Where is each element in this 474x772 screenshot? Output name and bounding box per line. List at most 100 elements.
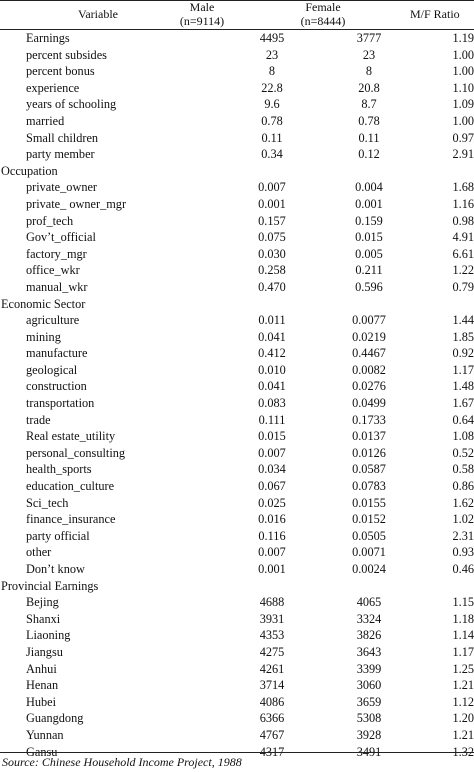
male-value: 4275 bbox=[259, 644, 285, 659]
female-value: 0.4467 bbox=[352, 346, 386, 361]
female-value: 4065 bbox=[356, 595, 382, 610]
table-row: Shanxi 3931 3324 1.18 bbox=[0, 611, 474, 628]
row-label: years of schooling bbox=[26, 97, 117, 112]
male-value: 0.116 bbox=[258, 528, 286, 543]
table-row: Gov’t_official 0.075 0.015 4.91 bbox=[0, 229, 474, 246]
row-label: other bbox=[26, 545, 52, 560]
ratio-value: 1.25 bbox=[452, 661, 474, 676]
ratio-value: 1.44 bbox=[452, 313, 474, 328]
male-value: 3714 bbox=[259, 678, 285, 693]
table-row: personal_consulting 0.007 0.0126 0.52 bbox=[0, 445, 474, 462]
row-label: construction bbox=[26, 379, 87, 394]
row-label: manual_wkr bbox=[26, 279, 88, 294]
row-label: geological bbox=[26, 362, 78, 377]
male-value: 9.6 bbox=[264, 97, 280, 112]
male-value: 0.041 bbox=[258, 329, 286, 344]
female-value: 0.11 bbox=[358, 130, 380, 145]
male-value: 4767 bbox=[259, 727, 285, 742]
row-label: Small children bbox=[26, 130, 99, 145]
ratio-value: 1.32 bbox=[452, 744, 474, 759]
row-label: private_ owner_mgr bbox=[26, 196, 127, 211]
female-value: 0.0152 bbox=[352, 512, 386, 527]
row-label: factory_mgr bbox=[26, 246, 87, 261]
male-value: 0.412 bbox=[258, 346, 286, 361]
header-male-n: (n=9114) bbox=[179, 14, 225, 28]
table-row: percent bonus 8 8 1.00 bbox=[0, 63, 474, 80]
row-label: manufacture bbox=[26, 346, 88, 361]
female-value: 0.159 bbox=[355, 213, 383, 228]
table-row: education_culture 0.067 0.0783 0.86 bbox=[0, 478, 474, 495]
male-value: 6366 bbox=[259, 711, 285, 726]
male-value: 4261 bbox=[259, 661, 285, 676]
table-row: trade 0.111 0.1733 0.64 bbox=[0, 412, 474, 429]
row-label: office_wkr bbox=[26, 263, 80, 278]
female-value: 3659 bbox=[356, 694, 382, 709]
female-value: 0.0077 bbox=[352, 313, 386, 328]
row-label: party official bbox=[26, 528, 90, 543]
male-value: 0.34 bbox=[261, 147, 283, 162]
ratio-value: 2.91 bbox=[452, 147, 474, 162]
table-row: Henan 3714 3060 1.21 bbox=[0, 677, 474, 694]
row-label: Real estate_utility bbox=[26, 429, 116, 444]
female-value: 0.0276 bbox=[352, 379, 386, 394]
female-value: 3491 bbox=[356, 744, 382, 759]
ratio-value: 1.48 bbox=[452, 379, 474, 394]
female-value: 0.0071 bbox=[352, 545, 386, 560]
row-label: Jiangsu bbox=[26, 644, 63, 659]
female-value: 0.1733 bbox=[352, 412, 386, 427]
row-label: personal_consulting bbox=[26, 445, 126, 460]
male-value: 4317 bbox=[259, 744, 285, 759]
ratio-value: 0.46 bbox=[452, 562, 474, 576]
male-value: 0.007 bbox=[258, 445, 286, 460]
table-row: finance_insurance 0.016 0.0152 1.02 bbox=[0, 511, 474, 528]
female-value: 0.0505 bbox=[352, 528, 386, 543]
ratio-value: 1.21 bbox=[452, 727, 474, 742]
row-label: Gansu bbox=[26, 744, 58, 759]
male-value: 0.258 bbox=[258, 263, 286, 278]
table-row: years of schooling 9.6 8.7 1.09 bbox=[0, 96, 474, 113]
table-row: geological 0.010 0.0082 1.17 bbox=[0, 362, 474, 379]
ratio-value: 1.85 bbox=[452, 329, 474, 344]
male-value: 23 bbox=[265, 47, 279, 62]
table-row: Earnings 4495 3777 1.19 bbox=[0, 30, 474, 47]
table-row: Gansu 4317 3491 1.32 bbox=[0, 744, 474, 761]
ratio-value: 0.79 bbox=[452, 279, 474, 294]
female-value: 0.0155 bbox=[352, 495, 386, 510]
male-value: 8 bbox=[268, 64, 276, 79]
ratio-value: 1.15 bbox=[452, 595, 474, 610]
header-male-label: Male bbox=[189, 0, 215, 14]
section-heading: Occupation bbox=[1, 163, 58, 178]
ratio-value: 1.09 bbox=[452, 97, 474, 112]
header-rule bbox=[0, 29, 474, 30]
female-value: 0.004 bbox=[355, 180, 383, 195]
section-row: Economic Sector bbox=[0, 296, 474, 313]
male-value: 0.025 bbox=[258, 495, 286, 510]
top-rule bbox=[0, 0, 474, 1]
table-row: Hubei 4086 3659 1.12 bbox=[0, 694, 474, 711]
female-value: 8.7 bbox=[361, 97, 377, 112]
row-label: Sci_tech bbox=[26, 495, 69, 510]
row-label: Guangdong bbox=[26, 711, 84, 726]
female-value: 20.8 bbox=[358, 80, 380, 95]
row-label: Yunnan bbox=[26, 727, 64, 742]
male-value: 0.083 bbox=[258, 396, 286, 411]
female-value: 3643 bbox=[356, 644, 382, 659]
header-variable: Variable bbox=[78, 7, 118, 21]
row-label: party member bbox=[26, 147, 95, 162]
male-value: 0.470 bbox=[258, 279, 286, 294]
male-value: 0.157 bbox=[258, 213, 286, 228]
section-heading: Provincial Earnings bbox=[1, 578, 99, 593]
male-value: 4086 bbox=[259, 694, 285, 709]
table-row: Yunnan 4767 3928 1.21 bbox=[0, 727, 474, 744]
ratio-value: 1.00 bbox=[452, 113, 474, 128]
ratio-value: 1.17 bbox=[452, 644, 474, 659]
ratio-value: 1.18 bbox=[452, 611, 474, 626]
ratio-value: 0.93 bbox=[452, 545, 474, 560]
female-value: 3777 bbox=[356, 31, 382, 45]
ratio-value: 0.98 bbox=[452, 213, 474, 228]
ratio-value: 1.02 bbox=[452, 512, 474, 527]
section-row: Occupation bbox=[0, 163, 474, 180]
header-female-n: (n=8444) bbox=[300, 14, 346, 28]
section-row: Provincial Earnings bbox=[0, 578, 474, 595]
